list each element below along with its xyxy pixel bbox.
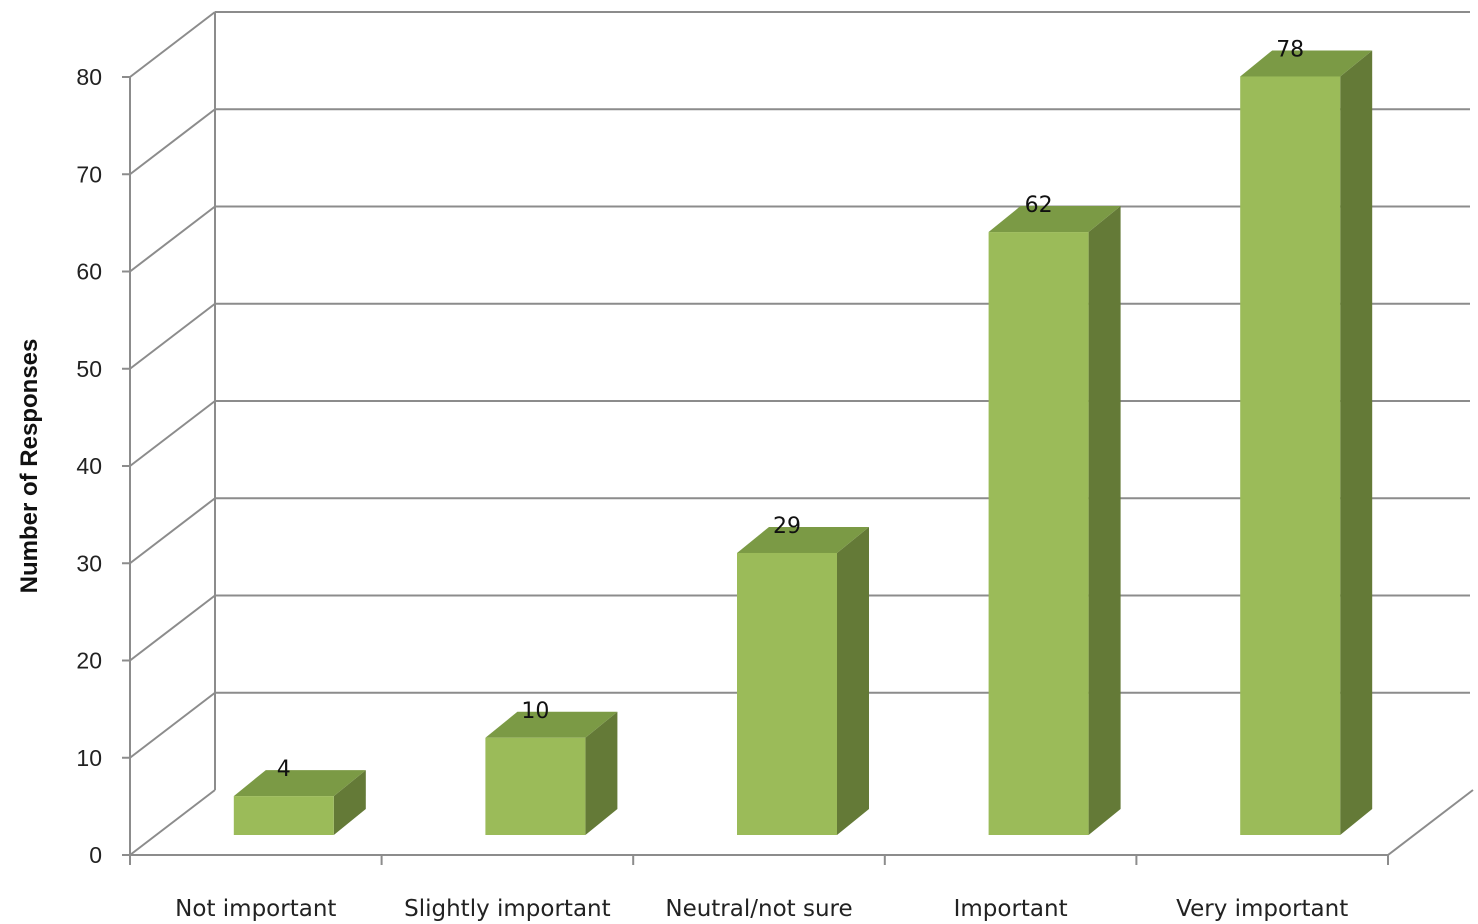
bar	[737, 527, 869, 835]
gridline-side	[130, 498, 215, 563]
gridline-side	[130, 790, 215, 855]
gridline-side	[130, 304, 215, 369]
y-tick-label: 20	[76, 648, 102, 674]
y-tick-label: 0	[89, 842, 102, 868]
y-tick-label: 50	[76, 356, 102, 382]
bar	[1240, 50, 1372, 835]
x-tick-label: Important	[954, 896, 1068, 922]
gridline-side	[130, 401, 215, 466]
bar-front	[1240, 76, 1340, 835]
gridline-side	[130, 693, 215, 758]
gridline-side	[130, 109, 215, 174]
y-tick-label: 40	[76, 453, 102, 479]
bar	[989, 206, 1121, 835]
data-label: 78	[1276, 37, 1304, 62]
x-tick-label: Neutral/not sure	[665, 896, 852, 922]
data-label: 4	[277, 757, 291, 782]
gridline-side	[130, 596, 215, 661]
bar-front	[737, 553, 837, 835]
y-tick-label: 30	[76, 550, 102, 576]
bar-side	[837, 527, 869, 835]
y-tick-label: 80	[76, 64, 102, 90]
bar-front	[234, 796, 334, 835]
x-tick-label: Slightly important	[404, 896, 611, 922]
data-label: 10	[521, 699, 549, 724]
bar-side	[1340, 50, 1372, 835]
gridline-side	[130, 12, 215, 77]
y-tick-label: 10	[76, 745, 102, 771]
x-tick-label: Not important	[175, 896, 336, 922]
x-tick-label: Very important	[1176, 896, 1348, 922]
bar-front	[485, 738, 585, 835]
bars	[234, 50, 1372, 835]
data-label: 62	[1025, 193, 1053, 218]
y-axis-title: Number of Responses	[16, 339, 43, 594]
y-tick-label: 70	[76, 161, 102, 187]
bar-front	[989, 232, 1089, 835]
gridline-side	[130, 207, 215, 272]
y-tick-label: 60	[76, 259, 102, 285]
data-label: 29	[773, 514, 801, 539]
bar-side	[1089, 206, 1121, 835]
floor-right-edge	[1388, 790, 1473, 855]
bar	[485, 712, 617, 835]
bar	[234, 770, 366, 835]
